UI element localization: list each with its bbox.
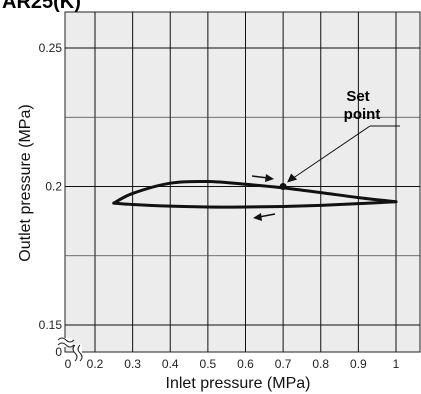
x-tick-label: 0 bbox=[65, 357, 72, 371]
x-axis-title: Inlet pressure (MPa) bbox=[166, 375, 311, 392]
y-break-mark bbox=[57, 342, 75, 348]
chart-title: AR25(K) bbox=[2, 0, 81, 13]
x-tick-label: 0.2 bbox=[87, 357, 104, 371]
x-tick-label: 0.9 bbox=[350, 357, 367, 371]
set-point-label-line2: point bbox=[344, 106, 381, 123]
y-tick-label: 0.25 bbox=[39, 41, 63, 55]
grid-lines bbox=[65, 12, 420, 352]
x-tick-label: 0.3 bbox=[124, 357, 141, 371]
axis-break-marks bbox=[57, 337, 83, 362]
x-tick-labels: 0 0.2 0.3 0.4 0.5 0.6 0.7 0.8 0.9 1 bbox=[65, 357, 400, 371]
x-break-mark bbox=[72, 344, 78, 362]
y-tick-labels: 0 0.15 0.2 0.25 bbox=[39, 41, 63, 359]
x-break-mark bbox=[77, 344, 83, 362]
series-group bbox=[112, 179, 398, 209]
y-break-mark bbox=[57, 337, 75, 343]
y-tick-label: 0.15 bbox=[39, 318, 63, 332]
x-tick-label: 0.8 bbox=[312, 357, 329, 371]
left-arrow-shaft bbox=[258, 213, 276, 218]
set-point-label-line1: Set bbox=[346, 88, 369, 105]
right-arrow-shaft bbox=[251, 175, 269, 179]
set-point-marker bbox=[279, 183, 287, 190]
y-tick-label: 0.2 bbox=[45, 180, 62, 194]
x-tick-label: 0.7 bbox=[275, 357, 292, 371]
series-line-1 bbox=[112, 179, 398, 205]
y-tick-label: 0 bbox=[55, 345, 62, 359]
direction-arrows bbox=[251, 174, 276, 221]
y-break-gap bbox=[58, 338, 72, 347]
set-point-leader-arrowhead bbox=[287, 173, 298, 183]
left-arrow-head bbox=[253, 213, 262, 221]
x-tick-label: 0.4 bbox=[162, 357, 179, 371]
set-point-leader-line bbox=[287, 125, 371, 182]
set-point-annotation bbox=[279, 125, 400, 190]
series-line-2 bbox=[112, 200, 398, 209]
x-tick-label: 0.6 bbox=[237, 357, 254, 371]
x-tick-label: 0.5 bbox=[200, 357, 217, 371]
right-arrow-head bbox=[265, 174, 274, 182]
x-tick-label: 1 bbox=[393, 357, 400, 371]
y-axis-title: Outlet pressure (MPa) bbox=[17, 104, 34, 261]
x-break-gap bbox=[74, 344, 82, 360]
plot-background bbox=[64, 11, 421, 353]
